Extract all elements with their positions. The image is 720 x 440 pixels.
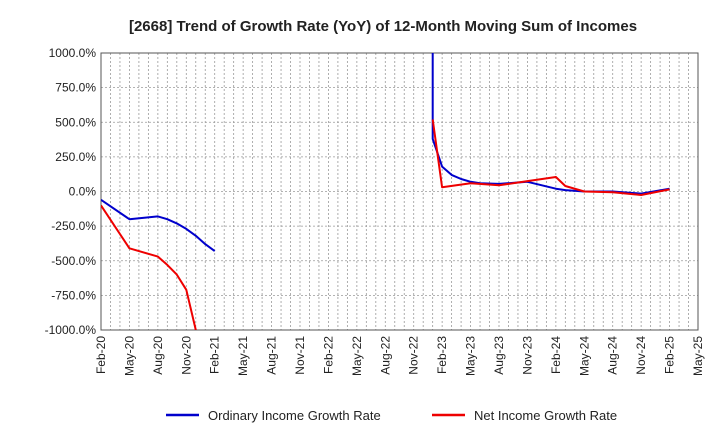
y-tick-label: 750.0%	[55, 81, 96, 95]
series-lines	[101, 53, 670, 330]
chart-title: [2668] Trend of Growth Rate (YoY) of 12-…	[129, 18, 637, 35]
x-tick-label: Feb-24	[549, 336, 563, 374]
x-tick-label: May-22	[350, 336, 364, 376]
x-tick-label: Nov-23	[520, 336, 534, 375]
y-tick-label: -250.0%	[51, 219, 96, 233]
y-tick-label: -500.0%	[51, 254, 96, 268]
net-income-growth-line	[431, 119, 670, 196]
x-tick-label: Feb-25	[663, 336, 677, 374]
legend-label-net-income: Net Income Growth Rate	[474, 408, 617, 423]
x-tick-label: Nov-21	[293, 336, 307, 375]
legend-label-ordinary-income: Ordinary Income Growth Rate	[208, 408, 381, 423]
y-axis-ticks: 1000.0% 750.0% 500.0% 250.0% 0.0% -250.0% -500…	[45, 46, 97, 337]
x-tick-label: May-20	[122, 336, 136, 376]
x-tick-label: Aug-21	[265, 336, 279, 375]
net-income-growth-line	[101, 204, 197, 330]
x-tick-label: Feb-22	[321, 336, 335, 374]
plot-area-border	[100, 52, 699, 331]
x-tick-label: Nov-22	[407, 336, 421, 375]
y-tick-label: 1000.0%	[49, 46, 97, 60]
plot-frame	[100, 52, 699, 331]
x-tick-label: Aug-23	[492, 336, 506, 375]
x-tick-label: Nov-20	[179, 336, 193, 375]
y-tick-label: 250.0%	[55, 150, 96, 164]
x-tick-label: Aug-20	[151, 336, 165, 375]
legend: Ordinary Income Growth Rate Net Income G…	[166, 408, 617, 423]
y-tick-label: -750.0%	[51, 288, 96, 302]
x-tick-label: May-24	[577, 336, 591, 376]
x-tick-label: Feb-21	[208, 336, 222, 374]
y-tick-label: 0.0%	[69, 185, 97, 199]
y-tick-label: -1000.0%	[45, 323, 97, 337]
x-tick-label: May-21	[236, 336, 250, 376]
x-tick-label: Aug-22	[378, 336, 392, 375]
x-tick-label: Feb-23	[435, 336, 449, 374]
x-tick-label: Nov-24	[634, 336, 648, 375]
x-tick-label: Feb-20	[94, 336, 108, 374]
ordinary-income-growth-line	[101, 198, 216, 252]
x-tick-label: May-25	[691, 336, 705, 376]
x-tick-label: Aug-24	[606, 336, 620, 375]
y-tick-label: 500.0%	[55, 115, 96, 129]
ordinary-income-growth-line	[431, 53, 670, 195]
x-axis-ticks: Feb-20 May-20 Aug-20 Nov-20 Feb-21 May-21 Aug-…	[94, 336, 705, 376]
x-tick-label: May-23	[464, 336, 478, 376]
